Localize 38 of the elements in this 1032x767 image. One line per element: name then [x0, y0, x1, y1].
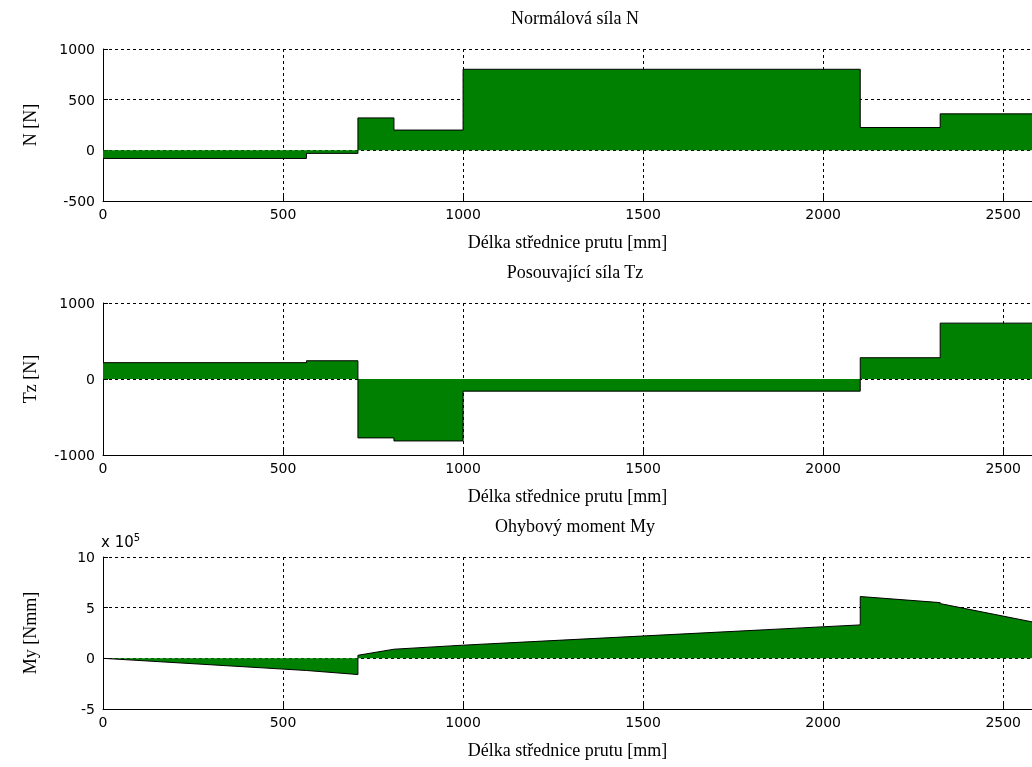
x-tick-label: 2000	[805, 714, 841, 730]
x-tick-label: 0	[98, 460, 108, 476]
x-tick-label: 1500	[625, 206, 661, 222]
x-tick-label: 2000	[805, 206, 841, 222]
x-axis-title: Délka střednice prutu [mm]	[467, 232, 668, 252]
x-tick-label: 0	[98, 206, 108, 222]
y-axis-title: My [Nmm]	[20, 591, 40, 675]
y-tick-label: -500	[63, 193, 95, 209]
x-tick-label: 2500	[985, 206, 1022, 222]
y-tick-label: 10	[77, 549, 95, 565]
y-tick-label: 500	[68, 91, 95, 108]
x-tick-label: 1500	[625, 460, 661, 476]
x-tick-label: 0	[98, 714, 108, 730]
x-tick-label: 1500	[625, 714, 661, 730]
x-axis-title: Délka střednice prutu [mm]	[467, 740, 668, 760]
x-tick-label: 500	[269, 206, 297, 222]
y-tick-label: 0	[86, 371, 95, 387]
y-axis-title: Tz [N]	[20, 354, 40, 404]
x-tick-label: 500	[269, 460, 297, 476]
x-tick-label: 1000	[445, 206, 481, 222]
x-tick-label: 2500	[985, 460, 1022, 476]
chart-title: Posouvající síla Tz	[506, 262, 644, 282]
x-tick-label: 2500	[985, 714, 1022, 730]
y-tick-label: -1000	[54, 447, 95, 463]
y-axis-title: N [N]	[20, 103, 40, 147]
y-tick-label: 0	[86, 650, 95, 667]
x-tick-label: 500	[269, 714, 297, 730]
y-tick-label: 5	[86, 599, 95, 616]
x-axis-title: Délka střednice prutu [mm]	[467, 486, 668, 506]
x-tick-label: 1000	[445, 714, 481, 730]
x-tick-label: 2000	[805, 460, 841, 476]
y-tick-label: 0	[86, 142, 95, 159]
y-tick-label: 1000	[59, 295, 95, 311]
chart-title: Normálová síla N	[511, 8, 639, 28]
x-tick-label: 1000	[445, 460, 481, 476]
y-tick-label: 1000	[59, 41, 95, 57]
y-tick-label: -5	[81, 701, 95, 717]
chart-title: Ohybový moment My	[495, 516, 655, 536]
